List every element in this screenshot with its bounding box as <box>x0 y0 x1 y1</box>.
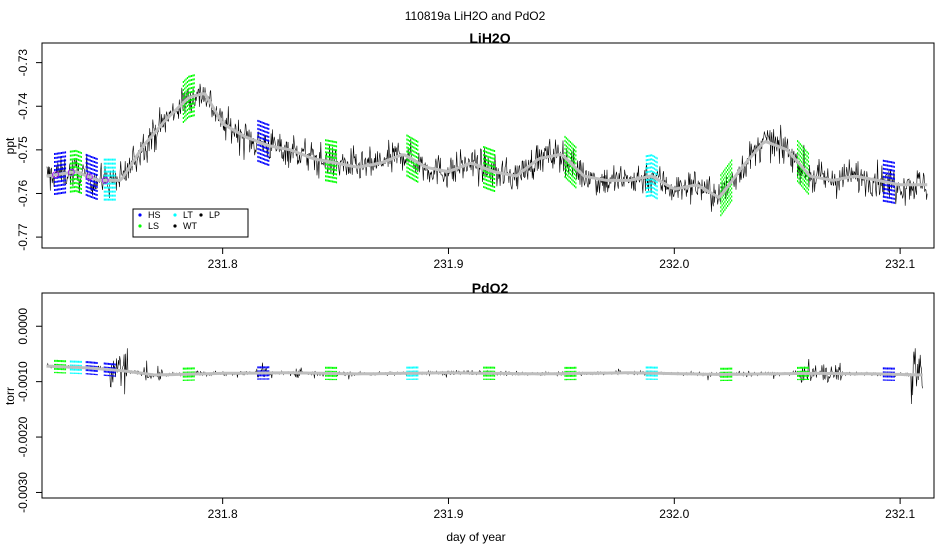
panel-title-lih2o: LiH2O <box>469 30 510 46</box>
legend-entry: HS <box>148 210 161 220</box>
legend-box <box>132 208 249 238</box>
x-axis-lih2o: 231.8 231.9 232.0 232.1 <box>208 248 915 271</box>
y-tick-label: -0.73 <box>16 49 30 77</box>
y-axis-pdo2: 0.0000 -0.0010 -0.0020 -0.0030 <box>16 308 42 513</box>
marker-point <box>85 173 93 181</box>
legend: HS LT LP LS WT <box>132 208 249 238</box>
smooth-trace-1 <box>46 364 923 377</box>
x-tick-label: 231.8 <box>208 507 238 521</box>
x-tick-label: 231.8 <box>208 257 238 271</box>
figure-suptitle: 110819a LiH2O and PdO2 <box>405 9 546 23</box>
legend-entry: LP <box>209 210 220 220</box>
legend-marker <box>138 224 142 228</box>
x-tick-label: 231.9 <box>433 257 463 271</box>
legend-entry: LT <box>183 210 193 220</box>
x-tick-label: 231.9 <box>433 507 463 521</box>
marker-point <box>101 176 109 184</box>
marker-point <box>67 168 75 176</box>
legend-marker <box>173 213 177 217</box>
y-tick-label: -0.74 <box>16 92 30 120</box>
legend-entry: WT <box>183 221 197 231</box>
marker-point <box>52 171 60 179</box>
panel-title-pdo2: PdO2 <box>472 280 509 296</box>
y-tick-label: -0.0030 <box>16 472 30 513</box>
y-axis-lih2o: -0.73 -0.74 -0.75 -0.76 -0.77 <box>16 49 42 251</box>
y-tick-label: -0.75 <box>16 136 30 164</box>
legend-marker <box>173 224 177 228</box>
y-tick-label: -0.0020 <box>16 416 30 457</box>
x-tick-label: 232.0 <box>659 507 689 521</box>
plot-marks-lih2o <box>46 74 928 218</box>
legend-marker <box>138 213 142 217</box>
smooth-trace-0 <box>46 92 928 200</box>
y-tick-label: -0.0010 <box>16 361 30 402</box>
legend-entry: LS <box>148 221 159 231</box>
legend-marker <box>199 213 203 217</box>
y-axis-label-lih2o: ppt <box>3 137 17 154</box>
x-tick-label: 232.1 <box>885 507 915 521</box>
y-axis-label-pdo2: torr <box>3 387 17 405</box>
panel-pdo2: PdO2 0.0000-0.0010-0.0020-0.0030 231.8 23… <box>3 280 935 521</box>
x-axis-pdo2: 231.8 231.9 232.0 232.1 <box>208 498 915 521</box>
x-tick-label: 232.1 <box>885 257 915 271</box>
plot-frame-pdo2 <box>41 292 935 499</box>
panel-lih2o: LiH2O -0.73-0.74-0.75-0.76-0.77 231.8 231… <box>3 30 935 271</box>
plot-frame-lih2o <box>41 42 935 249</box>
plot-marks-pdo2 <box>46 348 923 405</box>
y-tick-label: -0.76 <box>16 179 30 207</box>
y-tick-label: -0.77 <box>16 223 30 251</box>
x-tick-label: 232.0 <box>659 257 689 271</box>
y-tick-label: 0.0000 <box>16 308 30 345</box>
x-axis-label: day of year <box>446 530 505 544</box>
